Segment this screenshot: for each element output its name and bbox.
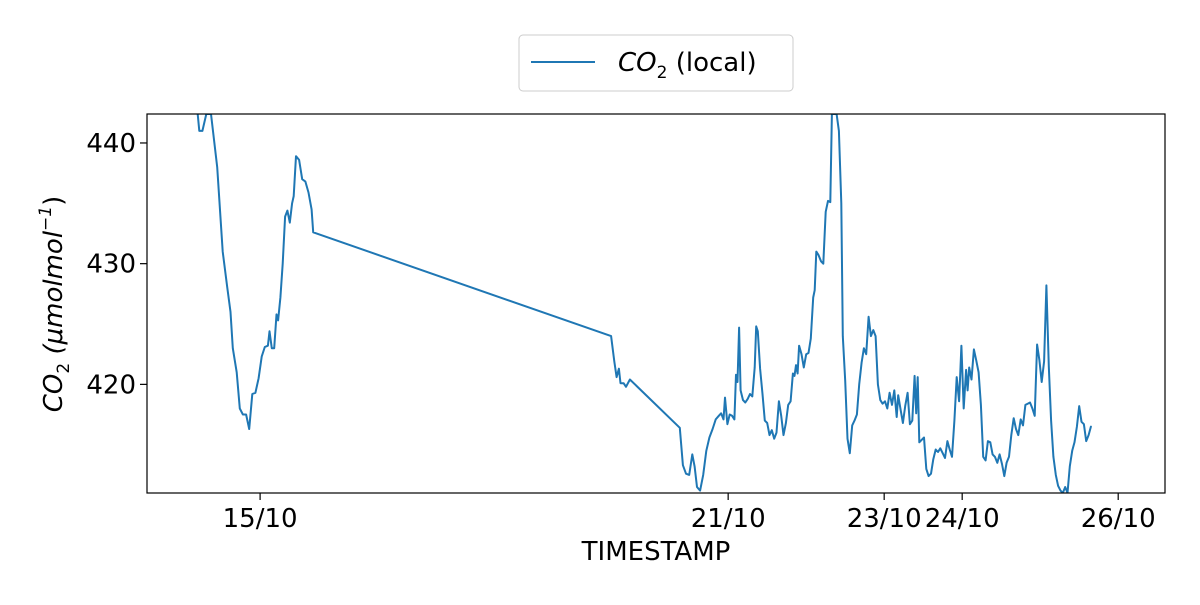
axis-ticks: 420 430 440 15/10 21/10 23/10 24/10 26/10 <box>86 129 1155 534</box>
y-axis-title-close: ) <box>39 196 69 206</box>
y-axis-title-sup: −1 <box>36 206 56 231</box>
y-axis-title: CO2 (μmolmol−1) <box>36 196 74 413</box>
x-tick-label: 23/10 <box>847 504 922 534</box>
y-tick-label: 420 <box>86 370 136 400</box>
plot-frame <box>146 113 1166 494</box>
x-axis-title: TIMESTAMP <box>581 537 731 567</box>
x-tick-label: 21/10 <box>691 504 766 534</box>
legend-box <box>518 34 794 92</box>
y-tick-label: 430 <box>86 250 136 280</box>
y-axis-title-main: CO <box>39 374 69 413</box>
legend-label-main: CO <box>618 48 657 78</box>
y-axis-title-sub: 2 <box>54 363 74 374</box>
legend: CO2 (local) <box>518 34 794 92</box>
series-line-co2-local <box>196 114 1092 493</box>
x-tick-label: 15/10 <box>223 504 298 534</box>
series-layer <box>196 114 1092 493</box>
x-tick-label: 26/10 <box>1081 504 1156 534</box>
y-axis-title-units: (μmolmol <box>39 230 69 363</box>
y-tick-label: 440 <box>86 129 136 159</box>
legend-label-suffix: (local) <box>667 48 756 78</box>
x-tick-label: 24/10 <box>925 504 1000 534</box>
legend-label-sub: 2 <box>657 63 668 83</box>
legend-label: CO2 (local) <box>618 48 757 83</box>
